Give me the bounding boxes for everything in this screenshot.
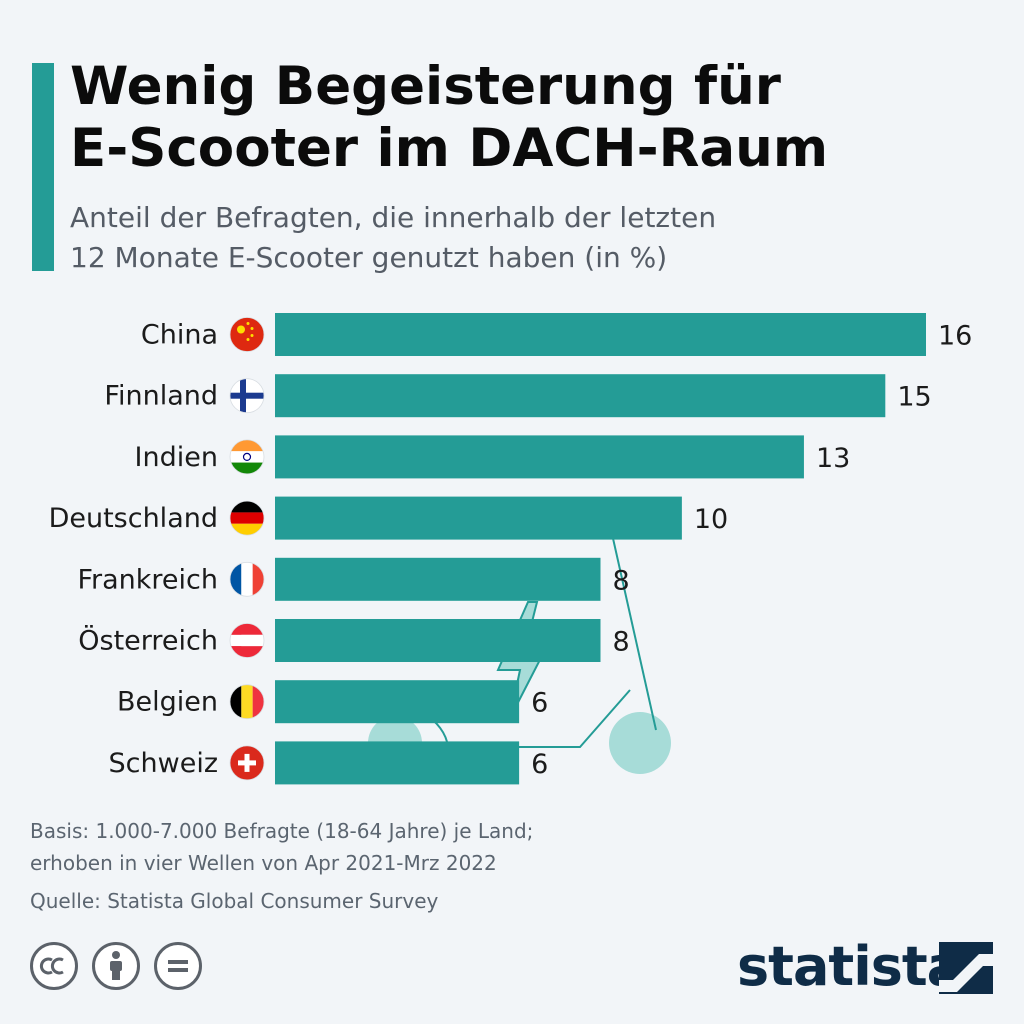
bar-5 — [275, 619, 601, 662]
chart-title: Wenig Begeisterung für E-Scooter im DACH… — [70, 56, 1000, 180]
creative-commons-icon[interactable] — [30, 942, 78, 990]
india-flag-icon — [229, 439, 265, 475]
no-derivatives-icon[interactable] — [154, 942, 202, 990]
value-label: 13 — [816, 443, 850, 474]
bar-3 — [275, 496, 682, 540]
category-label: Österreich — [78, 625, 218, 657]
china-flag-icon — [229, 317, 265, 352]
chart-subtitle-line-2: 12 Monate E-Scooter genutzt haben (in %) — [70, 241, 668, 274]
germany-flag-icon — [229, 500, 265, 536]
bar-1 — [275, 374, 886, 418]
category-label: Belgien — [117, 687, 218, 718]
value-label: 8 — [613, 627, 630, 658]
category-label: Frankreich — [77, 564, 218, 595]
finland-flag-icon — [229, 378, 265, 414]
bar-4 — [275, 557, 601, 601]
category-label: Finnland — [104, 381, 218, 412]
chart-subtitle-line-1: Anteil der Befragten, die innerhalb der … — [70, 201, 717, 234]
bar-6 — [275, 680, 520, 724]
chart-footer: Basis: 1.000-7.000 Befragte (18-64 Jahre… — [30, 815, 730, 917]
value-label: 10 — [694, 504, 728, 535]
chart-subtitle: Anteil der Befragten, die innerhalb der … — [70, 198, 1000, 278]
category-label: China — [141, 320, 218, 351]
brand-name: statista — [737, 935, 963, 998]
category-label: Schweiz — [109, 748, 218, 779]
value-label: 6 — [531, 749, 548, 780]
basis-note-line-1: Basis: 1.000-7.000 Befragte (18-64 Jahre… — [30, 819, 534, 843]
chart-title-line-1: Wenig Begeisterung für — [70, 56, 781, 117]
switzerland-flag-icon — [229, 745, 265, 781]
austria-flag-icon — [229, 623, 265, 658]
value-label: 6 — [531, 688, 548, 719]
category-label: Indien — [135, 442, 218, 473]
chart-title-line-2: E-Scooter im DACH-Raum — [70, 118, 829, 179]
bar-2 — [275, 435, 804, 479]
category-label: Deutschland — [49, 503, 218, 534]
basis-note-line-2: erhoben in vier Wellen von Apr 2021-Mrz … — [30, 851, 497, 875]
bar-chart: China 16 Finnland 15 Indien 13 Deutschland 10 Fr… — [49, 313, 972, 785]
value-label: 16 — [938, 321, 972, 352]
value-label: 8 — [613, 565, 630, 596]
bar-0 — [275, 313, 926, 356]
france-flag-icon — [229, 561, 265, 597]
attribution-icon[interactable] — [92, 942, 140, 990]
belgium-flag-icon — [229, 684, 265, 720]
title-accent-bar — [32, 63, 54, 271]
statista-mark-icon — [939, 942, 993, 994]
value-label: 15 — [897, 382, 931, 413]
bar-7 — [275, 741, 520, 785]
source-note: Quelle: Statista Global Consumer Survey — [30, 889, 439, 913]
